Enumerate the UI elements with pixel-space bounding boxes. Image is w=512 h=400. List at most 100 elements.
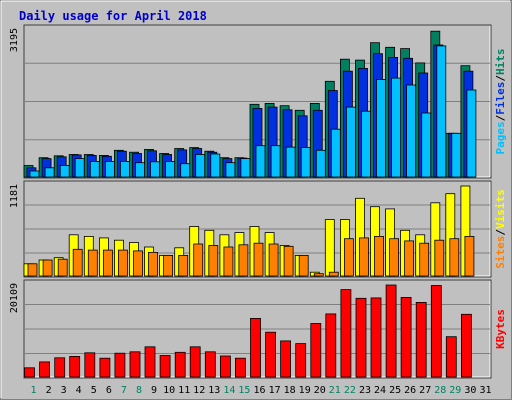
bar-pages (315, 149, 326, 178)
bar-sites (193, 243, 204, 277)
bar-sites (42, 259, 53, 277)
bar-sites (343, 238, 354, 277)
bar-visits (324, 219, 335, 277)
bar-kbytes (54, 357, 66, 378)
x-tick-label: 3 (61, 385, 67, 396)
bar-kbytes (99, 357, 111, 378)
bar-sites (103, 249, 113, 277)
bar-kbytes (385, 284, 397, 378)
bar-sites (87, 249, 98, 277)
bar-pages (451, 132, 462, 178)
x-axis-labels: 1 2 3 4 5 6 7 8 9 10 11 12 13 14 15 16 17 18 19 20 21 22 23 24 2… (30, 385, 491, 396)
bar-kbytes (460, 313, 472, 378)
bar-pages (345, 106, 356, 178)
bar-sites (148, 251, 158, 277)
bar-kbytes (430, 285, 442, 378)
y-max-label: 3195 (9, 28, 20, 52)
legend-hits-files-pages: Pages/Files/Hits (494, 49, 507, 155)
bar-kbytes (69, 355, 81, 378)
bar-pages (195, 154, 206, 178)
bar-sites (464, 235, 475, 277)
chart-panels: 3195Pages/Files/Hits1181Sites/Visits2010… (9, 24, 507, 379)
bar-kbytes (189, 346, 201, 378)
bar-sites (374, 235, 384, 277)
x-tick-label: 18 (284, 385, 296, 396)
x-tick-label: 5 (91, 385, 97, 396)
x-tick-label: 23 (359, 385, 371, 396)
x-tick-label: 10 (163, 385, 175, 396)
legend-kbytes: KBytes (494, 309, 507, 349)
bar-pages (89, 160, 100, 178)
bar-kbytes (295, 343, 307, 378)
bar-pages (421, 112, 432, 178)
bar-kbytes (24, 367, 35, 378)
x-tick-label: 4 (76, 385, 82, 396)
bar-sites (163, 254, 174, 277)
bar-pages (406, 84, 417, 178)
bar-kbytes (114, 352, 126, 378)
bar-kbytes (370, 297, 382, 378)
bar-sites (389, 238, 400, 277)
bar-pages (330, 128, 341, 178)
x-tick-label: 2 (46, 385, 52, 396)
bar-sites (178, 254, 189, 277)
legend-item: / (494, 114, 507, 121)
x-tick-label: 30 (464, 385, 476, 396)
bar-kbytes (445, 336, 457, 378)
panel-hits-files-pages: 3195 Pages/Files/Hits (9, 24, 507, 179)
bar-kbytes (325, 313, 337, 378)
x-tick-label: 21 (329, 385, 341, 396)
legend-item: Pages (494, 121, 507, 154)
bar-pages (150, 161, 160, 178)
bar-kbytes (355, 297, 367, 378)
bar-kbytes (280, 340, 292, 378)
bar-kbytes (219, 355, 231, 378)
y-max-label: 1181 (9, 184, 20, 208)
bar-kbytes (265, 331, 277, 378)
bar-sites (253, 242, 264, 277)
bar-sites (223, 246, 234, 277)
bar-sites (419, 242, 430, 277)
x-tick-label: 11 (178, 385, 190, 396)
x-tick-label: 17 (269, 385, 281, 396)
legend-item: / (494, 229, 507, 236)
bar-sites (298, 254, 309, 277)
bar-pages (466, 89, 477, 178)
bar-pages (29, 170, 40, 178)
bar-kbytes (415, 301, 427, 378)
bar-pages (270, 145, 281, 178)
legend-item: / (494, 75, 507, 82)
bar-sites (449, 238, 460, 277)
bar-sites (118, 249, 128, 277)
x-tick-label: 15 (238, 385, 250, 396)
bar-kbytes (340, 289, 352, 378)
bar-sites (404, 240, 415, 277)
bar-pages (361, 110, 371, 178)
x-tick-label: 9 (151, 385, 157, 396)
x-tick-label: 26 (404, 385, 416, 396)
bar-kbytes (400, 296, 412, 378)
bar-pages (44, 167, 55, 178)
bar-sites (313, 273, 324, 277)
bar-kbytes (39, 361, 50, 378)
bar-kbytes (174, 351, 186, 378)
bar-sites (238, 244, 249, 277)
y-max-label: 20109 (9, 283, 20, 313)
bar-pages (436, 45, 447, 178)
legend-item: Visits (494, 189, 507, 229)
series-pages (29, 45, 477, 178)
bar-sites (208, 245, 219, 277)
x-tick-label: 27 (419, 385, 431, 396)
x-tick-label: 6 (106, 385, 112, 396)
x-tick-label: 7 (121, 385, 127, 396)
bar-sites (359, 237, 369, 277)
bar-sites (268, 243, 279, 277)
bar-pages (300, 147, 311, 178)
bar-kbytes (250, 317, 261, 378)
bar-kbytes (310, 323, 322, 378)
legend-item: KBytes (494, 309, 507, 349)
x-tick-label: 28 (434, 385, 446, 396)
chart-title: Daily usage for April 2018 (19, 9, 207, 23)
